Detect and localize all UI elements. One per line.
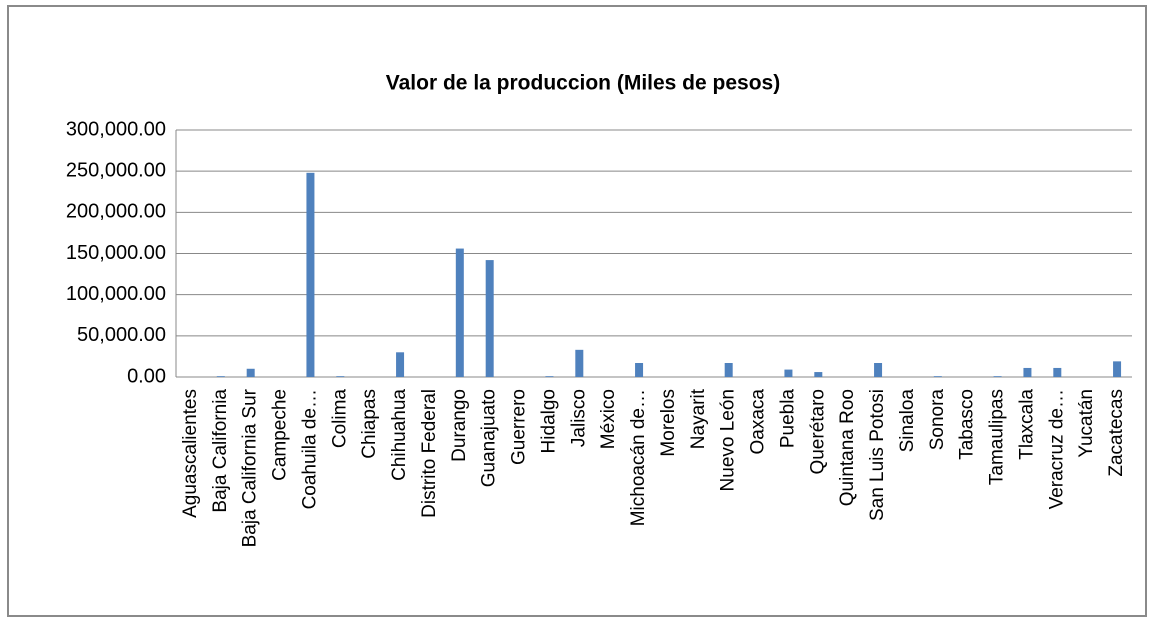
bar: [993, 376, 1002, 377]
bar: [246, 368, 255, 377]
x-tick-label: Sonora: [927, 389, 948, 451]
x-tick-label: Veracruz de…: [1046, 389, 1067, 509]
y-tick-label: 50,000.00: [77, 324, 166, 346]
x-tick-label: Puebla: [777, 389, 798, 449]
x-tick-label: Zacatecas: [1106, 389, 1127, 477]
x-tick-label: Hidalgo: [538, 389, 559, 453]
x-tick-label: Tabasco: [957, 389, 978, 460]
bar: [635, 363, 644, 377]
x-tick-label: Colima: [329, 389, 350, 449]
bar: [1053, 367, 1062, 377]
x-tick-label: Nayarit: [688, 388, 709, 449]
bar: [306, 172, 315, 377]
x-tick-label: Querétaro: [807, 389, 828, 475]
bar: [545, 376, 554, 377]
bar: [396, 352, 405, 377]
bar: [455, 248, 464, 377]
x-tick-label: Baja California: [210, 389, 231, 513]
x-tick-label: Baja California Sur: [240, 388, 261, 547]
x-tick-label: Oaxaca: [748, 389, 769, 455]
x-tick-label: Jalisco: [568, 389, 589, 447]
bar: [874, 363, 883, 377]
x-tick-label: San Luis Potosi: [867, 389, 888, 521]
x-tick-label: Campeche: [270, 389, 291, 481]
y-tick-label: 100,000.00: [66, 283, 166, 305]
bar: [1113, 361, 1122, 377]
x-tick-label: Aguascalientes: [180, 389, 201, 518]
x-tick-label: Coahuila de…: [299, 389, 320, 509]
x-tick-label: Tamaulipas: [987, 389, 1008, 485]
y-tick-label: 300,000.00: [66, 118, 166, 140]
y-tick-label: 150,000.00: [66, 242, 166, 264]
x-tick-label: Michoacán de…: [628, 389, 649, 526]
x-tick-label: Sinaloa: [897, 389, 918, 453]
x-tick-label: Tlaxcala: [1016, 389, 1037, 460]
x-tick-label: Distrito Federal: [419, 389, 440, 518]
bar: [575, 349, 584, 377]
chart-frame: [7, 5, 1147, 617]
bar: [724, 363, 733, 377]
chart-title: Valor de la produccion (Miles de pesos): [386, 72, 780, 95]
bar: [485, 260, 494, 377]
bar: [216, 376, 225, 377]
x-tick-label: Quintana Roo: [837, 389, 858, 506]
x-tick-label: Nuevo León: [718, 389, 739, 491]
x-tick-label: Chiapas: [359, 389, 380, 459]
bar: [933, 376, 942, 377]
x-tick-label: Guerrero: [509, 389, 530, 465]
y-tick-label: 0.00: [127, 365, 166, 387]
x-tick-label: Chihuahua: [389, 389, 410, 481]
x-tick-label: Durango: [449, 389, 470, 462]
x-tick-label: México: [598, 389, 619, 449]
bar: [814, 372, 823, 377]
y-tick-label: 200,000.00: [66, 201, 166, 223]
y-tick-label: 250,000.00: [66, 159, 166, 181]
x-tick-label: Guanajuato: [479, 389, 500, 487]
x-tick-label: Yucatán: [1076, 389, 1097, 458]
bar: [336, 376, 345, 377]
bar: [1023, 367, 1032, 377]
x-tick-label: Morelos: [658, 389, 679, 457]
bar: [784, 369, 793, 377]
